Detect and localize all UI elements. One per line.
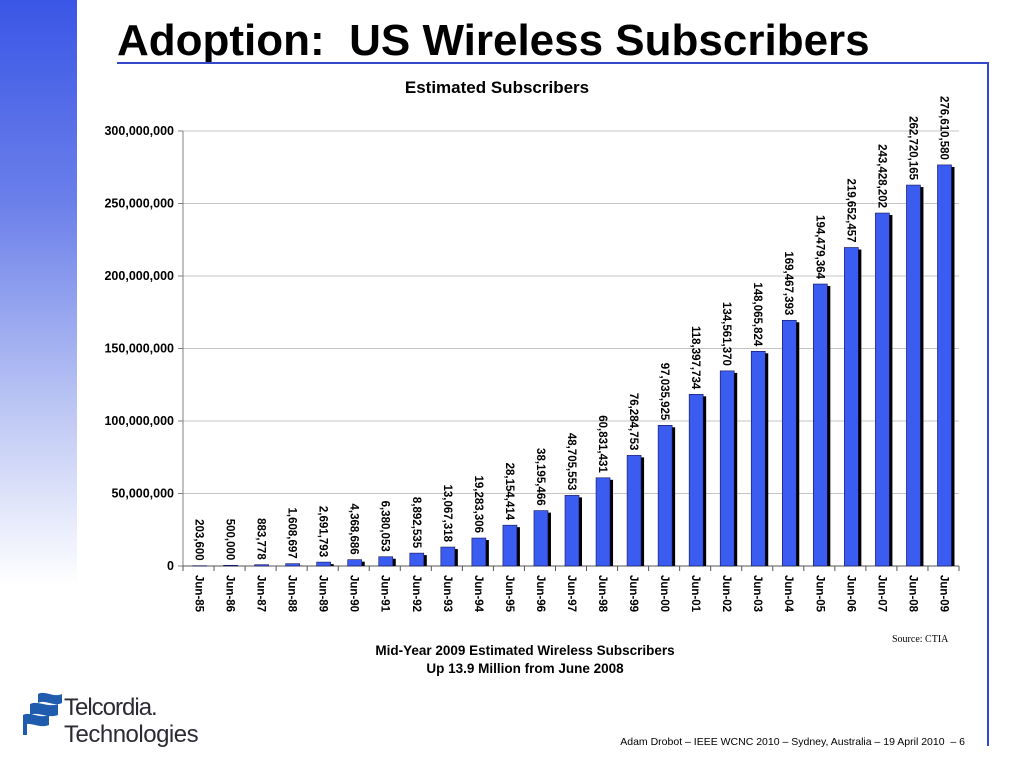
x-tick-label-jun-04: Jun-04 (782, 575, 794, 613)
x-tick-label-jun-05: Jun-05 (813, 575, 825, 613)
data-label-jun-09: 276,610,580 (937, 96, 949, 160)
x-tick-label-jun-88: Jun-88 (286, 575, 298, 613)
data-label-jun-85: 203,600 (192, 519, 204, 561)
x-tick-label-jun-96: Jun-96 (534, 575, 546, 612)
x-tick-label-jun-95: Jun-95 (503, 575, 515, 613)
data-label-jun-97: 48,705,553 (565, 433, 577, 491)
chart-title: Estimated Subscribers (404, 78, 590, 97)
bar-jun-95 (502, 524, 518, 567)
data-label-jun-07: 243,428,202 (875, 144, 887, 208)
data-label-jun-06: 219,652,457 (844, 179, 856, 243)
x-tick-label-jun-98: Jun-98 (596, 575, 608, 613)
x-tick-label-jun-06: Jun-06 (844, 575, 856, 612)
caption-line-2: Up 13.9 Million from June 2008 (426, 661, 624, 676)
y-tick-label: 250,000,000 (104, 197, 174, 211)
y-tick-label: 100,000,000 (104, 414, 174, 428)
data-label-jun-04: 169,467,393 (782, 251, 794, 315)
slide-footer: Adam Drobot – IEEE WCNC 2010 – Sydney, A… (620, 736, 965, 748)
data-label-jun-92: 8,892,535 (410, 497, 422, 549)
bar-jun-91 (378, 556, 394, 567)
bar-jun-09 (937, 164, 952, 567)
data-label-jun-86: 500,000 (224, 519, 236, 561)
bar-jun-99 (626, 455, 642, 567)
caption-line-1: Mid-Year 2009 Estimated Wireless Subscri… (375, 643, 675, 658)
x-tick-label-jun-93: Jun-93 (441, 575, 453, 612)
data-label-jun-93: 13,067,318 (441, 484, 453, 542)
y-tick-label: 150,000,000 (104, 342, 174, 356)
data-label-jun-89: 2,691,793 (317, 506, 329, 557)
data-label-jun-88: 1,608,697 (286, 507, 298, 558)
y-tick-label: 50,000,000 (111, 487, 174, 501)
chart-source-note: Source: CTIA (892, 634, 949, 645)
bar-jun-97 (564, 495, 580, 567)
bar-jun-98 (595, 477, 611, 567)
right-vertical-rule (987, 62, 989, 746)
bar-jun-87 (254, 564, 269, 567)
x-tick-label-jun-92: Jun-92 (410, 575, 422, 612)
x-tick-label-jun-90: Jun-90 (348, 575, 360, 612)
bar-jun-06 (844, 247, 859, 567)
x-tick-label-jun-87: Jun-87 (255, 575, 267, 612)
bar-jun-08 (906, 184, 921, 567)
bar-jun-94 (471, 537, 487, 567)
x-tick-label-jun-02: Jun-02 (720, 575, 732, 612)
bar-chart: 0 50,000,000 100,000,000 150,000,000 200,000… (104, 96, 960, 613)
data-label-jun-02: 134,561,370 (720, 302, 732, 366)
bar-jun-01 (688, 394, 704, 567)
x-tick-label-jun-99: Jun-99 (627, 575, 639, 612)
data-label-jun-99: 76,284,753 (627, 393, 639, 451)
chart-caption: Mid-Year 2009 Estimated Wireless Subscri… (300, 642, 750, 678)
logo-wordmark-line-1: Telcordia. (64, 694, 158, 721)
bar-jun-89 (316, 561, 331, 567)
bar-jun-04 (781, 319, 797, 567)
left-gradient-bar (0, 0, 77, 585)
bar-jun-05 (813, 283, 828, 567)
data-label-jun-03: 148,065,824 (751, 282, 763, 347)
x-tick-label-jun-86: Jun-86 (224, 575, 236, 612)
bar-jun-96 (533, 510, 549, 567)
data-label-jun-98: 60,831,431 (596, 415, 608, 473)
bar-jun-88 (285, 563, 300, 567)
data-label-jun-87: 883,778 (255, 518, 267, 560)
x-tick-label-jun-08: Jun-08 (906, 575, 918, 613)
x-tick-label-jun-94: Jun-94 (472, 575, 484, 613)
title-underline-rule (117, 62, 989, 64)
x-tick-label-jun-09: Jun-09 (937, 575, 949, 612)
bar-jun-07 (875, 212, 890, 567)
bar-jun-02 (719, 370, 735, 567)
y-tick-label: 300,000,000 (104, 124, 174, 138)
bar-jun-90 (347, 559, 363, 567)
bar-jun-00 (657, 424, 673, 567)
slide-title: Adoption: US Wireless Subscribers (117, 16, 870, 65)
x-tick-label-jun-03: Jun-03 (751, 575, 763, 612)
logo-wordmark-line-2: Technologies (64, 721, 199, 748)
bar-jun-92 (409, 552, 425, 567)
bar-jun-93 (440, 546, 456, 567)
data-label-jun-01: 118,397,734 (689, 326, 701, 390)
telcordia-flag-icon (23, 692, 62, 735)
x-tick-label-jun-91: Jun-91 (379, 575, 391, 613)
data-label-jun-08: 262,720,165 (906, 116, 918, 181)
x-tick-label-jun-97: Jun-97 (565, 575, 577, 612)
data-label-jun-90: 4,368,686 (348, 503, 360, 554)
x-tick-label-jun-00: Jun-00 (658, 575, 670, 612)
x-tick-label-jun-01: Jun-01 (689, 575, 701, 613)
x-tick-label-jun-89: Jun-89 (317, 575, 329, 612)
bar-jun-03 (750, 351, 766, 567)
data-label-jun-95: 28,154,414 (503, 463, 515, 521)
bar-jun-86 (223, 564, 238, 567)
data-label-jun-94: 19,283,306 (472, 475, 484, 533)
data-label-jun-96: 38,195,466 (534, 448, 546, 506)
y-tick-label: 200,000,000 (104, 269, 174, 283)
x-tick-label-jun-85: Jun-85 (192, 575, 204, 613)
data-label-jun-05: 194,479,364 (813, 215, 825, 280)
data-label-jun-00: 97,035,925 (658, 363, 670, 421)
y-tick-label: 0 (167, 559, 174, 573)
data-label-jun-91: 6,380,053 (379, 501, 391, 552)
x-tick-label-jun-07: Jun-07 (875, 575, 887, 612)
